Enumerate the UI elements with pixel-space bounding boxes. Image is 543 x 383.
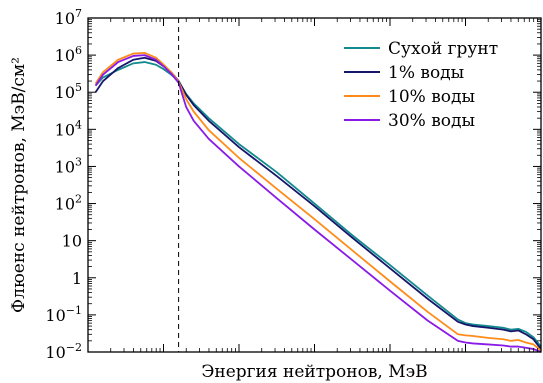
legend: Сухой грунт 1% воды 10% воды 30% воды [344, 39, 498, 131]
series-layer [94, 51, 542, 353]
plot-frame [87, 17, 542, 353]
series-line-3 [94, 54, 542, 353]
y-tick-label: 102 [55, 193, 82, 214]
y-tick-label: 106 [55, 44, 82, 65]
x-axis-title: Энергия нейтронов, МэВ [201, 362, 427, 382]
y-tick-label: 10−1 [45, 304, 82, 325]
y-axis-title: Флюенс нейтронов, МэВ/см² [9, 57, 29, 313]
legend-label-1: 1% воды [388, 63, 464, 83]
series-line-2 [94, 51, 542, 352]
series-line-1 [94, 56, 542, 350]
y-tick-label: 103 [55, 155, 82, 176]
y-tick-label: 107 [55, 7, 82, 28]
y-tick-label: 1 [72, 269, 82, 288]
y-tick-label: 105 [55, 81, 82, 102]
ticks-layer [87, 17, 542, 353]
y-tick-labels: 10−2 10−1 1 10 102 103 104 105 106 107 [45, 7, 82, 362]
legend-label-3: 30% воды [388, 111, 475, 131]
y-tick-label: 10−2 [45, 341, 82, 362]
y-tick-label: 104 [55, 118, 82, 139]
legend-label-0: Сухой грунт [388, 39, 498, 59]
series-line-0 [94, 61, 542, 348]
legend-label-2: 10% воды [388, 87, 475, 107]
y-tick-label: 10 [62, 232, 82, 251]
